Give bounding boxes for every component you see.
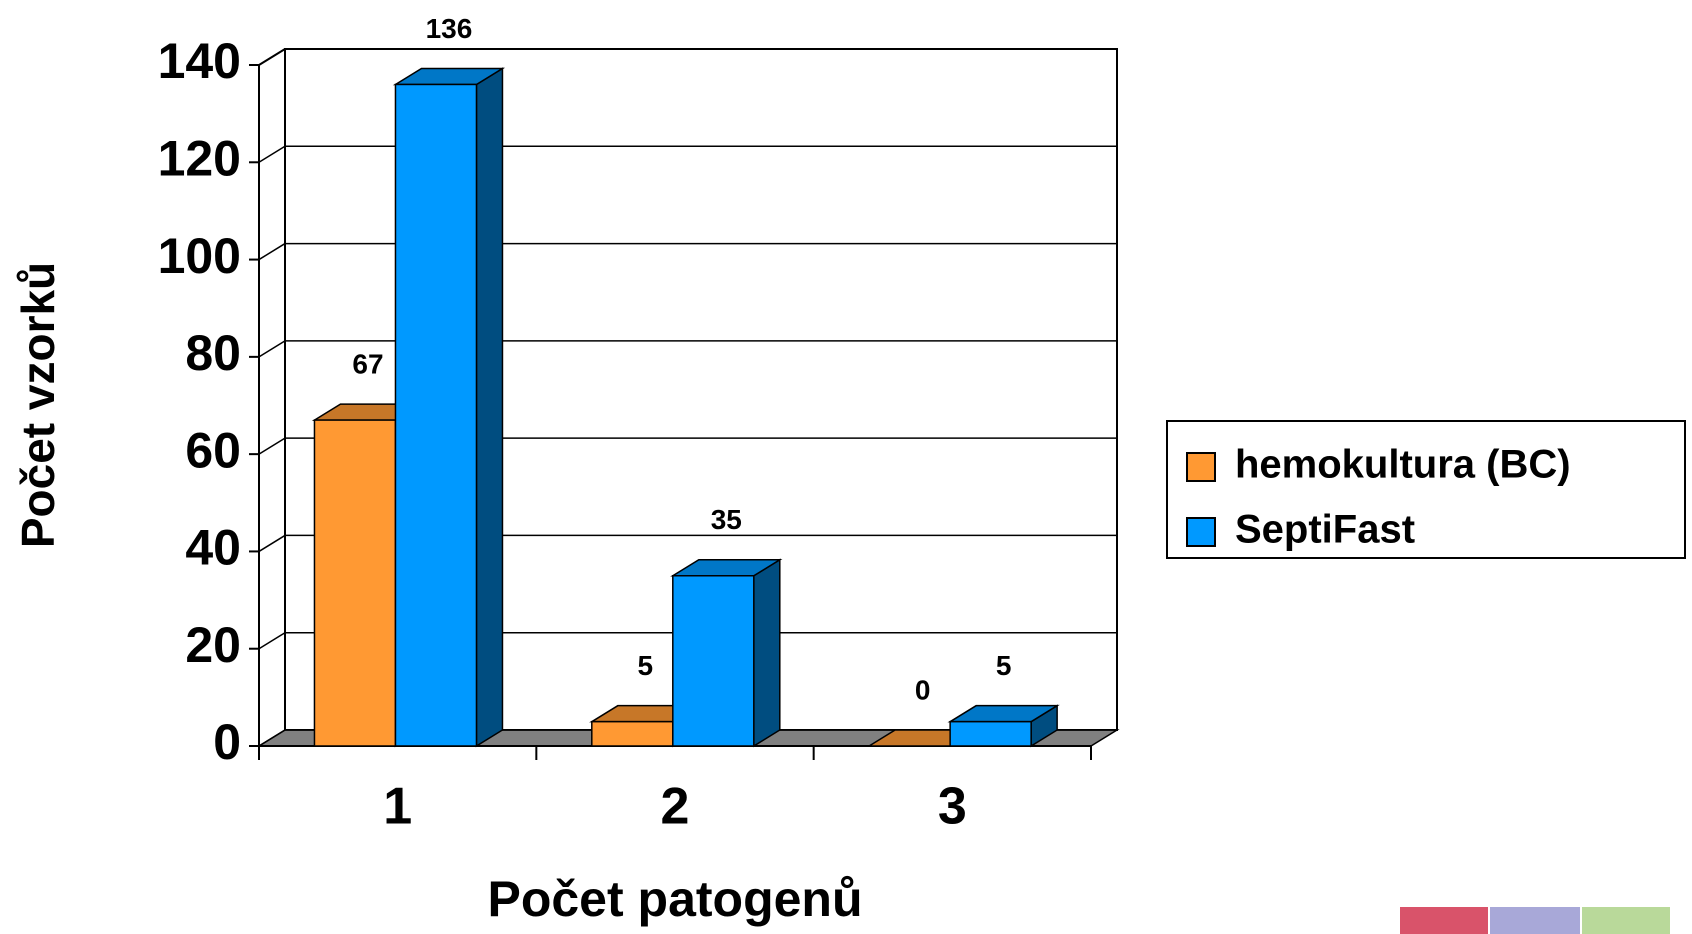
value-label: 5 (638, 650, 654, 681)
y-tick-label: 40 (185, 520, 241, 576)
grid-line-side (259, 341, 285, 357)
grid-line-side (259, 146, 285, 162)
value-label: 136 (426, 13, 473, 44)
bar (314, 420, 395, 746)
bar-side (476, 68, 502, 746)
x-tick-label: 2 (661, 778, 690, 836)
grid-line-side (259, 438, 285, 454)
y-tick-label: 80 (185, 325, 241, 381)
logo (1400, 907, 1670, 934)
grid-line-side (259, 49, 285, 65)
bar-side (754, 560, 780, 746)
x-tick-label: 3 (938, 778, 967, 836)
logo-tile (1490, 907, 1580, 934)
y-tick-label: 60 (185, 422, 241, 478)
value-label: 0 (915, 674, 931, 705)
logo-tile (1582, 907, 1670, 934)
x-axis-title: Počet patogenů (487, 871, 862, 927)
legend-label: hemokultura (BC) (1235, 443, 1571, 487)
bar (950, 722, 1031, 746)
y-tick-label: 100 (158, 228, 241, 284)
value-label: 5 (996, 650, 1012, 681)
y-tick-label: 0 (213, 714, 241, 770)
value-label: 35 (711, 504, 742, 535)
legend-label: SeptiFast (1235, 508, 1415, 552)
logo-tile (1400, 907, 1488, 934)
grid-line-side (259, 633, 285, 649)
page: Počet vzorků Počet patogenů 020406080100… (0, 0, 1692, 934)
grid-line-side (259, 244, 285, 260)
y-tick-label: 20 (185, 617, 241, 673)
x-tick-label: 1 (383, 778, 412, 836)
chart: Počet vzorků Počet patogenů 020406080100… (0, 0, 1692, 934)
legend-swatch (1187, 518, 1215, 546)
bar (395, 84, 476, 746)
y-tick-label: 120 (158, 130, 241, 186)
bar (592, 722, 673, 746)
value-label: 67 (352, 348, 383, 379)
y-axis-title: Počet vzorků (12, 262, 64, 548)
legend-swatch (1187, 453, 1215, 481)
grid-line-side (259, 535, 285, 551)
bar (673, 576, 754, 746)
y-tick-label: 140 (158, 33, 241, 89)
